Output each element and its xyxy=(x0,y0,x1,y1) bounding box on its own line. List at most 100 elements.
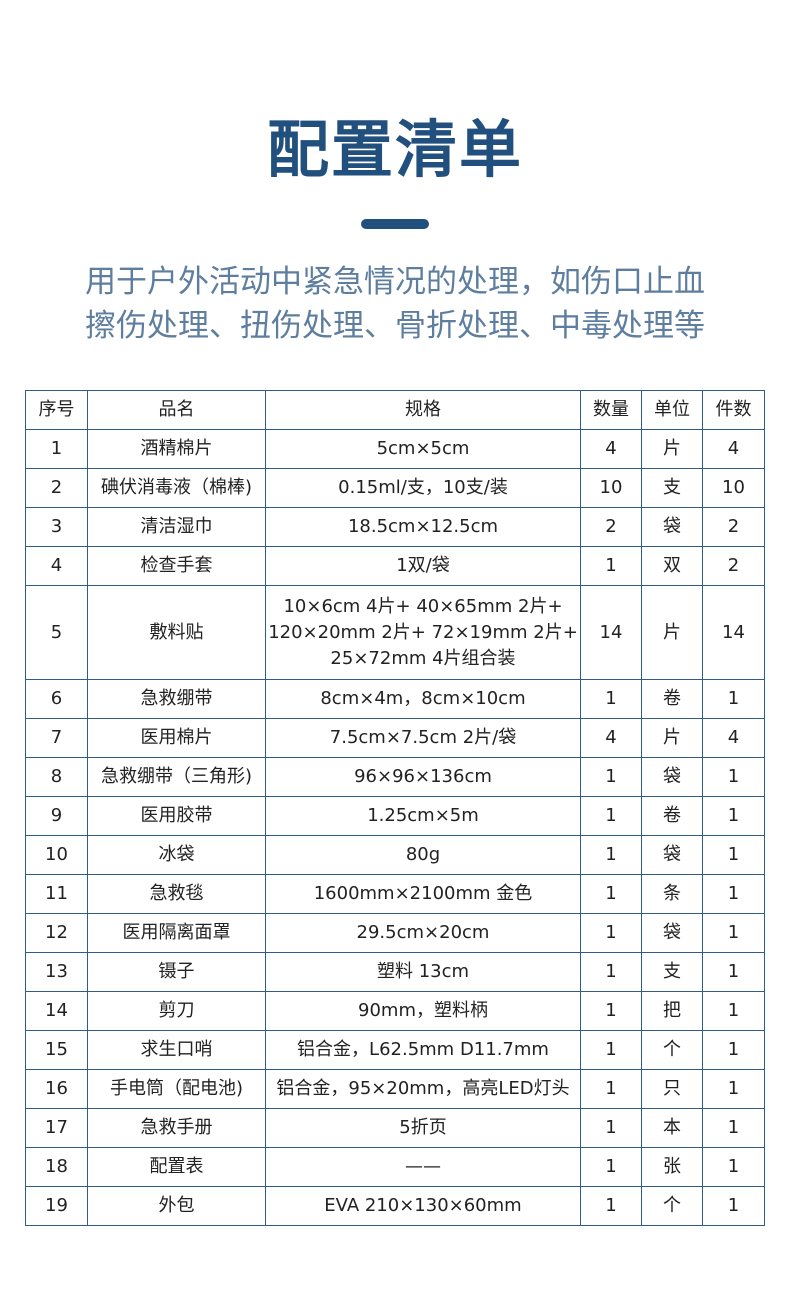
cell-spec: 1双/袋 xyxy=(265,546,581,586)
cell-quantity: 1 xyxy=(580,1108,642,1148)
cell-name: 医用棉片 xyxy=(87,718,266,758)
cell-spec: 1.25cm×5m xyxy=(265,796,581,836)
table-row: 1 酒精棉片 5cm×5cm 4 片 4 xyxy=(25,429,765,469)
cell-spec: 7.5cm×7.5cm 2片/袋 xyxy=(265,718,581,758)
cell-index: 10 xyxy=(25,835,88,875)
cell-name: 酒精棉片 xyxy=(87,429,266,469)
cell-name: 手电筒（配电池) xyxy=(87,1069,266,1109)
cell-spec: 0.15ml/支，10支/装 xyxy=(265,468,581,508)
cell-pieces: 1 xyxy=(702,757,765,797)
config-table: 序号 品名 规格 数量 单位 件数 1 酒精棉片 5cm×5cm 4 片 4 2 碘伏消毒液（棉棒) 0.… xyxy=(25,390,765,1226)
column-header-spec: 规格 xyxy=(265,390,581,430)
column-header-name: 品名 xyxy=(87,390,266,430)
cell-spec: 80g xyxy=(265,835,581,875)
cell-quantity: 1 xyxy=(580,913,642,953)
cell-index: 14 xyxy=(25,991,88,1031)
table-row: 6 急救绷带 8cm×4m，8cm×10cm 1 卷 1 xyxy=(25,679,765,719)
column-header-pieces: 件数 xyxy=(702,390,765,430)
cell-spec: 96×96×136cm xyxy=(265,757,581,797)
cell-pieces: 1 xyxy=(702,952,765,992)
cell-index: 7 xyxy=(25,718,88,758)
cell-index: 12 xyxy=(25,913,88,953)
table-row: 5 敷料贴 10×6cm 4片+ 40×65mm 2片+ 120×20mm 2片+ … xyxy=(25,585,765,680)
cell-pieces: 1 xyxy=(702,835,765,875)
cell-quantity: 1 xyxy=(580,546,642,586)
cell-unit: 卷 xyxy=(641,679,703,719)
cell-index: 8 xyxy=(25,757,88,797)
subtitle: 用于户外活动中紧急情况的处理，如伤口止血 擦伤处理、扭伤处理、骨折处理、中毒处理… xyxy=(0,260,790,348)
cell-spec: 10×6cm 4片+ 40×65mm 2片+ 120×20mm 2片+ 72×1… xyxy=(265,585,581,680)
cell-spec: 塑料 13cm xyxy=(265,952,581,992)
cell-pieces: 2 xyxy=(702,546,765,586)
cell-pieces: 4 xyxy=(702,718,765,758)
table-row: 10 冰袋 80g 1 袋 1 xyxy=(25,835,765,875)
table-row: 11 急救毯 1600mm×2100mm 金色 1 条 1 xyxy=(25,874,765,914)
page-title: 配置清单 xyxy=(266,113,523,186)
cell-index: 3 xyxy=(25,507,88,547)
cell-unit: 片 xyxy=(641,718,703,758)
cell-quantity: 1 xyxy=(580,1069,642,1109)
cell-name: 急救手册 xyxy=(87,1108,266,1148)
cell-unit: 双 xyxy=(641,546,703,586)
cell-spec: EVA 210×130×60mm xyxy=(265,1186,581,1226)
cell-index: 15 xyxy=(25,1030,88,1070)
cell-quantity: 1 xyxy=(580,991,642,1031)
cell-spec: 18.5cm×12.5cm xyxy=(265,507,581,547)
cell-unit: 个 xyxy=(641,1186,703,1226)
cell-quantity: 1 xyxy=(580,679,642,719)
cell-spec: 5cm×5cm xyxy=(265,429,581,469)
cell-name: 求生口哨 xyxy=(87,1030,266,1070)
cell-name: 急救绷带（三角形) xyxy=(87,757,266,797)
cell-unit: 把 xyxy=(641,991,703,1031)
cell-unit: 片 xyxy=(641,429,703,469)
cell-pieces: 1 xyxy=(702,913,765,953)
cell-pieces: 4 xyxy=(702,429,765,469)
cell-pieces: 1 xyxy=(702,796,765,836)
table-row: 17 急救手册 5折页 1 本 1 xyxy=(25,1108,765,1148)
cell-name: 镊子 xyxy=(87,952,266,992)
table-row: 2 碘伏消毒液（棉棒) 0.15ml/支，10支/装 10 支 10 xyxy=(25,468,765,508)
cell-spec: 5折页 xyxy=(265,1108,581,1148)
table-row: 13 镊子 塑料 13cm 1 支 1 xyxy=(25,952,765,992)
cell-index: 1 xyxy=(25,429,88,469)
cell-unit: 袋 xyxy=(641,835,703,875)
cell-index: 11 xyxy=(25,874,88,914)
cell-name: 医用隔离面罩 xyxy=(87,913,266,953)
cell-quantity: 4 xyxy=(580,429,642,469)
cell-unit: 片 xyxy=(641,585,703,680)
cell-spec: 铝合金，95×20mm，高亮LED灯头 xyxy=(265,1069,581,1109)
cell-quantity: 1 xyxy=(580,1030,642,1070)
table-row: 3 清洁湿巾 18.5cm×12.5cm 2 袋 2 xyxy=(25,507,765,547)
table-row: 9 医用胶带 1.25cm×5m 1 卷 1 xyxy=(25,796,765,836)
table-header-row: 序号 品名 规格 数量 单位 件数 xyxy=(25,390,765,430)
table-row: 18 配置表 —— 1 张 1 xyxy=(25,1147,765,1187)
cell-unit: 本 xyxy=(641,1108,703,1148)
cell-index: 4 xyxy=(25,546,88,586)
cell-unit: 支 xyxy=(641,468,703,508)
cell-pieces: 1 xyxy=(702,1069,765,1109)
cell-quantity: 1 xyxy=(580,757,642,797)
cell-quantity: 2 xyxy=(580,507,642,547)
cell-spec: 8cm×4m，8cm×10cm xyxy=(265,679,581,719)
cell-quantity: 1 xyxy=(580,952,642,992)
cell-spec: —— xyxy=(265,1147,581,1187)
cell-pieces: 1 xyxy=(702,1108,765,1148)
table-row: 4 检查手套 1双/袋 1 双 2 xyxy=(25,546,765,586)
cell-spec: 29.5cm×20cm xyxy=(265,913,581,953)
cell-quantity: 1 xyxy=(580,796,642,836)
cell-pieces: 1 xyxy=(702,679,765,719)
cell-unit: 袋 xyxy=(641,507,703,547)
cell-unit: 张 xyxy=(641,1147,703,1187)
column-header-index: 序号 xyxy=(25,390,88,430)
cell-unit: 条 xyxy=(641,874,703,914)
cell-index: 18 xyxy=(25,1147,88,1187)
cell-unit: 只 xyxy=(641,1069,703,1109)
subtitle-line: 擦伤处理、扭伤处理、骨折处理、中毒处理等 xyxy=(85,308,705,344)
cell-pieces: 1 xyxy=(702,1147,765,1187)
cell-pieces: 2 xyxy=(702,507,765,547)
table-row: 8 急救绷带（三角形) 96×96×136cm 1 袋 1 xyxy=(25,757,765,797)
cell-unit: 袋 xyxy=(641,757,703,797)
cell-unit: 袋 xyxy=(641,913,703,953)
cell-spec: 90mm，塑料柄 xyxy=(265,991,581,1031)
cell-pieces: 1 xyxy=(702,874,765,914)
